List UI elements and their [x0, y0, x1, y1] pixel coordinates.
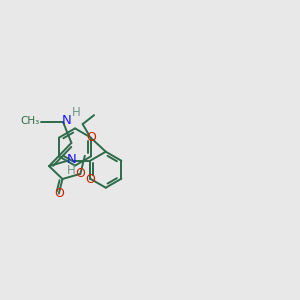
Text: H: H: [72, 106, 81, 119]
Text: O: O: [54, 187, 64, 200]
Text: O: O: [86, 131, 96, 144]
Text: N: N: [66, 153, 76, 166]
Text: H: H: [67, 164, 76, 177]
Text: O: O: [85, 173, 95, 186]
Text: O: O: [75, 167, 85, 180]
Text: N: N: [62, 114, 71, 127]
Text: CH₃: CH₃: [21, 116, 40, 126]
